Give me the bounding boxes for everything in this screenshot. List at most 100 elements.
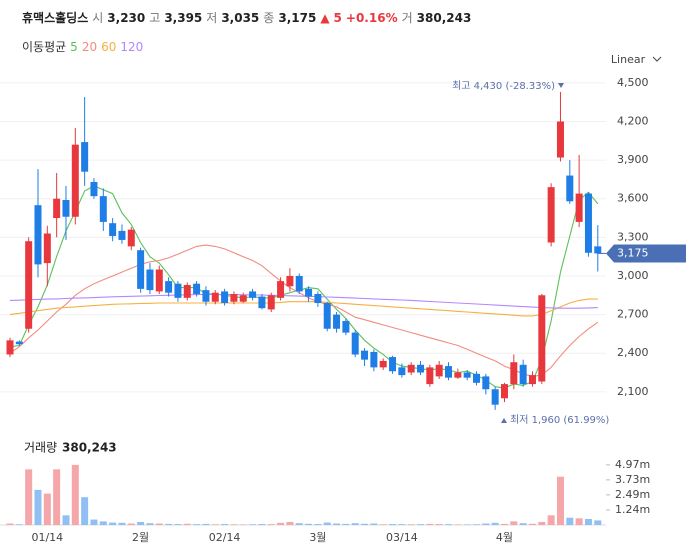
ma-line: [9, 293, 598, 309]
volume-caption-value: 380,243: [62, 441, 117, 455]
field-label: 저: [206, 11, 218, 25]
x-tick-label: 3월: [309, 531, 326, 544]
candle-body: [239, 295, 247, 302]
candle-body: [127, 229, 135, 247]
candle-body: [34, 205, 42, 265]
volume-bar: [295, 523, 303, 525]
candle-body: [463, 372, 471, 378]
volume-bar: [165, 523, 173, 525]
candle-body: [230, 293, 238, 302]
y-tick-label: 2,700: [617, 308, 649, 321]
ma-line: [9, 298, 598, 317]
candle-body: [575, 193, 583, 222]
volume-bar: [118, 522, 126, 525]
volume-bar: [286, 521, 294, 525]
volume-bar: [351, 523, 359, 525]
field-label: 시: [92, 11, 104, 25]
x-tick-label: 02/14: [209, 531, 241, 544]
y-tick-label: 4,500: [617, 76, 649, 89]
candle-body: [351, 332, 359, 355]
candle-body: [482, 376, 490, 390]
volume-bar: [277, 522, 285, 525]
volume-bar: [183, 523, 191, 525]
x-tick-label: 2월: [132, 531, 149, 544]
candle-body: [407, 364, 415, 373]
stock-name: 휴맥스홀딩스: [22, 11, 89, 25]
candle-body: [305, 288, 313, 297]
candle-body: [314, 293, 322, 304]
ma-legend-entry: 5: [70, 40, 78, 54]
volume-bar: [333, 523, 341, 525]
field-value: 3,035: [221, 11, 260, 25]
y-tick-label: 2,100: [617, 385, 649, 398]
volume-bar: [398, 524, 406, 525]
candle-body: [155, 269, 163, 292]
volume-bar: [463, 524, 471, 525]
candle-body: [473, 373, 480, 383]
candle-body: [594, 246, 602, 254]
volume-bar: [314, 524, 322, 525]
candle-body: [445, 366, 453, 378]
volume-bar: [575, 518, 583, 525]
high-marker: [558, 83, 564, 88]
volume-bar: [510, 521, 518, 525]
volume-bar: [584, 518, 592, 525]
volume-bar: [305, 523, 313, 525]
volume-value: 380,243: [416, 11, 472, 25]
candle-body: [454, 372, 462, 378]
candle-body: [165, 281, 173, 293]
ma-line: [9, 185, 599, 389]
volume-bar: [566, 517, 574, 525]
ma-legend: 이동평균 5 20 60 120: [22, 38, 147, 55]
candle-body: [99, 196, 107, 222]
volume-bar: [379, 524, 387, 525]
candle-body: [202, 290, 210, 302]
volume-bar: [594, 520, 602, 525]
volume-bar: [71, 464, 79, 525]
candle-body: [566, 175, 574, 202]
volume-bar: [127, 523, 135, 525]
volume-bar: [25, 469, 33, 525]
volume-bar: [370, 523, 378, 525]
candle-body: [183, 284, 191, 298]
volume-bar: [473, 524, 480, 525]
candle-body: [417, 364, 425, 373]
volume-bar: [407, 524, 415, 525]
volume-bar: [193, 524, 201, 525]
volume-bar: [323, 522, 331, 525]
candle-body: [71, 144, 79, 217]
candle-body: [435, 364, 443, 377]
volume-bar: [34, 489, 42, 525]
field-value: 3,175: [278, 11, 317, 25]
volume-bar: [137, 521, 145, 525]
header: 휴맥스홀딩스 시 3,230 고 3,395 저 3,035 종 3,175 ▲ 5 +0.16% 거 3…: [22, 9, 475, 26]
candle-body: [43, 233, 51, 264]
y-tick-label: 3,600: [617, 192, 649, 205]
candle-body: [379, 360, 387, 368]
x-tick-label: 01/14: [31, 531, 63, 544]
candle-body: [146, 269, 154, 291]
volume-bar: [417, 524, 425, 525]
candle-body: [398, 367, 406, 376]
y-tick-label: 2,400: [617, 346, 649, 359]
candle-body: [510, 362, 518, 385]
candle-body: [333, 314, 341, 329]
volume-bar: [221, 524, 229, 525]
ma-label: 이동평균: [22, 40, 67, 54]
candle-body: [249, 291, 257, 298]
volume-bar: [389, 524, 397, 525]
chevron: [652, 56, 662, 62]
candle-body: [342, 321, 350, 333]
volume-tick-label: 2.49m: [615, 488, 650, 501]
candle-body: [361, 350, 369, 360]
volume-bar: [454, 524, 462, 525]
y-tick-label: 3,300: [617, 230, 649, 243]
volume-bar: [547, 515, 555, 525]
candle-body: [109, 223, 117, 237]
volume-bar: [90, 519, 98, 525]
volume-bar: [491, 522, 499, 525]
volume-bar: [211, 524, 219, 525]
candle-body: [15, 341, 23, 345]
scale-toggle[interactable]: Linear: [611, 53, 646, 66]
